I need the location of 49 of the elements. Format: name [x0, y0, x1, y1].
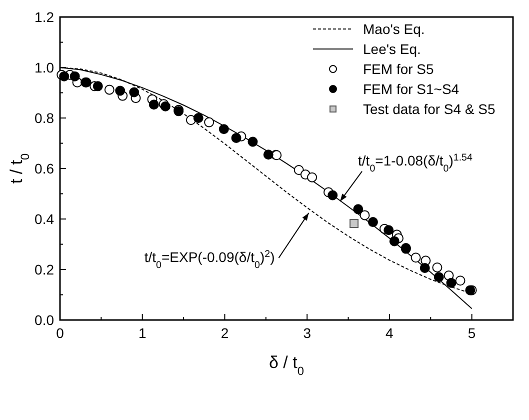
- point: [353, 204, 364, 214]
- point: [389, 236, 400, 246]
- point: [360, 210, 370, 220]
- point: [432, 262, 442, 272]
- point: [104, 84, 114, 95]
- point: [248, 136, 258, 147]
- x-tick-label: 2: [220, 325, 229, 341]
- point: [328, 190, 338, 200]
- point: [420, 262, 430, 273]
- point: [350, 219, 359, 228]
- point: [368, 217, 378, 228]
- legend-label: FEM for S1~S4: [363, 81, 460, 97]
- point: [307, 172, 318, 182]
- legend-label: Mao's Eq.: [363, 21, 425, 37]
- y-tick-label: 1.2: [34, 9, 54, 25]
- point: [384, 225, 394, 236]
- legend-label: Lee's Eq.: [363, 41, 421, 57]
- point: [294, 165, 304, 176]
- y-tick-label: 0.6: [34, 160, 54, 176]
- legend-label: Test data for S4 & S5: [363, 101, 496, 117]
- point: [115, 86, 126, 96]
- point: [193, 113, 204, 123]
- y-tick-label: 0.2: [34, 262, 54, 278]
- y-tick-label: 0.4: [34, 211, 54, 227]
- point: [446, 278, 456, 288]
- y-tick-label: 0.8: [34, 110, 54, 126]
- x-tick-label: 1: [138, 325, 146, 341]
- x-tick-label: 5: [468, 325, 476, 341]
- point: [410, 252, 421, 263]
- point: [129, 87, 140, 98]
- x-tick-label: 4: [386, 325, 394, 341]
- y-tick-label: 1.0: [34, 60, 54, 76]
- point: [231, 132, 242, 143]
- point: [59, 71, 70, 82]
- x-tick-label: 0: [56, 325, 64, 341]
- point: [263, 150, 274, 160]
- point: [218, 124, 229, 134]
- point: [70, 71, 80, 82]
- point: [148, 100, 159, 110]
- annotation: t/t$_{0}$=EXP(-0.09(δ/t$_{0}$)$^{2}$): [144, 248, 275, 270]
- x-tick-label: 3: [303, 325, 312, 341]
- point: [204, 117, 214, 128]
- point: [92, 81, 103, 92]
- point: [434, 272, 444, 282]
- x-axis-title: δ / t$_{0}$: [269, 353, 304, 378]
- point: [455, 276, 466, 286]
- y-tick-label: 0.0: [34, 312, 54, 328]
- annotation: t/t$_{0}$=1-0.08(δ/t$_{0}$)$^{1.54}$: [358, 152, 474, 174]
- legend-label: FEM for S5: [363, 61, 434, 77]
